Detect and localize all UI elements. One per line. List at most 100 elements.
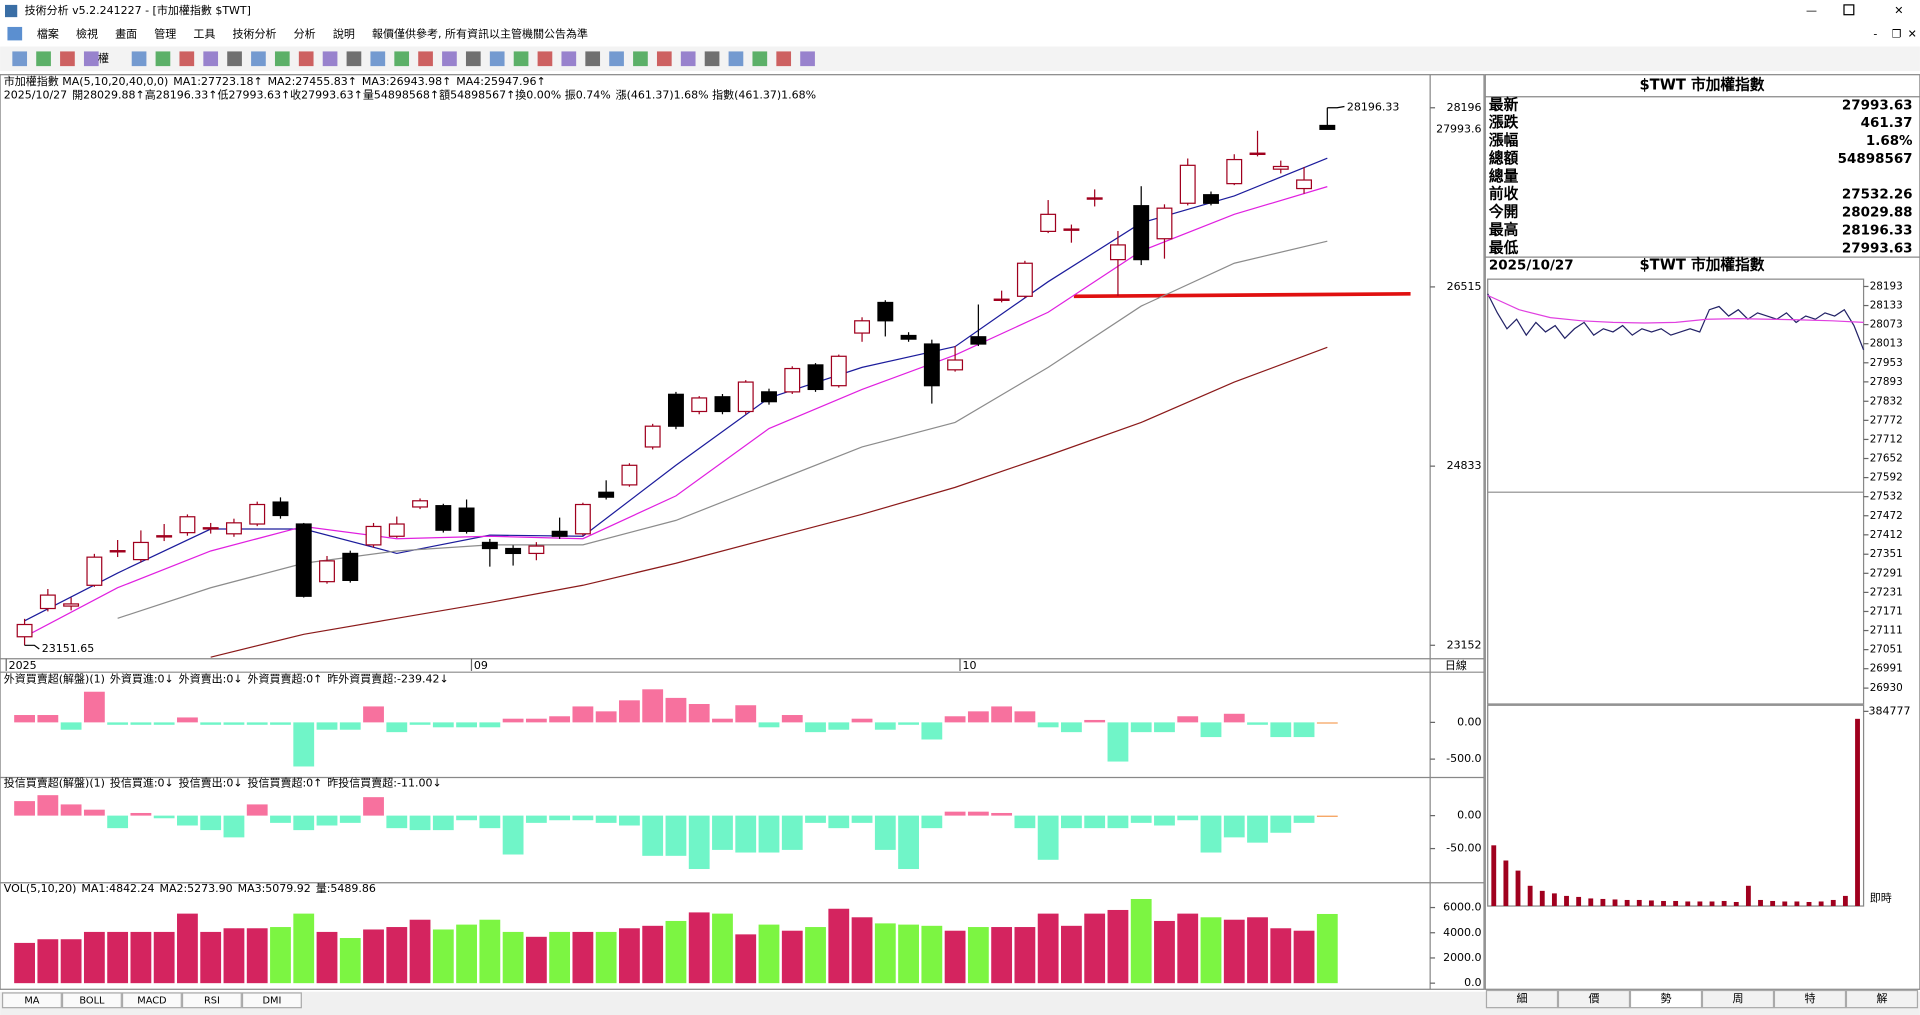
bar [642, 689, 664, 723]
tool-button[interactable] [251, 51, 266, 67]
menu-item[interactable]: 工具 [193, 27, 215, 40]
drawn-line[interactable] [1073, 292, 1411, 299]
doc-minimize[interactable]: - [1873, 27, 1877, 40]
window-title: 技術分析 v5.2.241227 - [市加權指數 $TWT] [25, 3, 251, 17]
candle-body [435, 505, 452, 531]
bar [409, 722, 431, 725]
bar [1661, 900, 1666, 907]
tool-button[interactable] [227, 51, 242, 67]
bar [665, 697, 687, 723]
candle-body [1109, 244, 1126, 261]
bar [386, 722, 408, 733]
toolbar-label[interactable]: 權 [98, 52, 109, 65]
menu-item[interactable]: 分析 [294, 26, 316, 40]
tool-button[interactable] [83, 51, 99, 67]
side-tab[interactable] [1773, 989, 1847, 1009]
tool-button[interactable] [60, 51, 75, 67]
tool-button[interactable] [680, 51, 696, 67]
bar [874, 923, 896, 984]
y-tick-label: 27171 [1870, 605, 1903, 617]
tab[interactable] [61, 992, 122, 1009]
menu-item[interactable]: 檔案 [37, 26, 59, 40]
bar [712, 718, 733, 723]
candle-body [1203, 194, 1219, 204]
tool-button[interactable] [203, 51, 219, 67]
side-tab-label: 細 [1516, 992, 1527, 1005]
side-tab[interactable] [1629, 989, 1703, 1009]
tab[interactable] [241, 992, 302, 1009]
tool-button[interactable] [36, 51, 51, 67]
tab[interactable] [121, 992, 182, 1009]
y-tick-label: 2000.0 [1443, 951, 1482, 964]
quote-value: 28196.33 [1842, 223, 1913, 238]
tool-button[interactable] [131, 51, 147, 67]
close[interactable]: ✕ [1894, 4, 1903, 17]
tool-button[interactable] [12, 51, 28, 67]
bar [1177, 913, 1199, 984]
bar [1130, 722, 1152, 733]
tab-label: BOLL [79, 995, 105, 1006]
menu-item[interactable]: 畫面 [115, 26, 137, 40]
tool-button[interactable] [370, 51, 386, 67]
tool-button[interactable] [776, 51, 792, 67]
tool-button[interactable] [322, 51, 338, 67]
bar [688, 815, 710, 870]
tool-button[interactable] [633, 51, 648, 67]
maximize[interactable] [1843, 4, 1855, 16]
candle-body [1226, 158, 1243, 185]
side-tab[interactable] [1701, 989, 1775, 1009]
tool-button[interactable] [274, 51, 290, 67]
tool-button[interactable] [704, 51, 720, 67]
tool-button[interactable] [585, 51, 601, 67]
y-tick-label: 27592 [1870, 472, 1903, 484]
menu-item[interactable]: 管理 [154, 26, 176, 40]
bar [1600, 898, 1606, 907]
bar [246, 804, 268, 816]
tool-button[interactable] [346, 51, 362, 67]
candle-body [295, 523, 312, 597]
doc-close[interactable]: ✕ [1908, 27, 1917, 40]
tool-button[interactable] [561, 51, 577, 67]
tool-button[interactable] [298, 51, 314, 67]
side-tab[interactable] [1845, 989, 1919, 1009]
header-text: 投信買賣超(解盤)(1) [4, 776, 105, 790]
tool-button[interactable] [489, 51, 505, 67]
candle-body [598, 491, 615, 498]
y-tick-label: 27712 [1870, 433, 1903, 445]
candle-body [16, 623, 33, 638]
tab[interactable] [1, 992, 62, 1009]
tool-button[interactable] [179, 51, 195, 67]
side-tab[interactable] [1557, 989, 1631, 1009]
candle-body [132, 541, 149, 561]
tool-button[interactable] [394, 51, 410, 67]
bar [14, 942, 35, 984]
tab[interactable] [181, 992, 242, 1009]
menu-item[interactable]: 報價僅供參考, 所有資訊以主管機關公告為準 [372, 26, 588, 40]
tool-button[interactable] [537, 51, 553, 67]
tool-button[interactable] [418, 51, 433, 67]
tool-button[interactable] [442, 51, 457, 67]
candle-body [249, 503, 266, 525]
bar [246, 722, 268, 725]
menu-item[interactable]: 說明 [333, 26, 355, 40]
tool-button[interactable] [465, 51, 481, 67]
side-tab-label: 價 [1588, 991, 1599, 1005]
side-frame [1484, 74, 1920, 990]
menu-item[interactable]: 技術分析 [233, 26, 277, 40]
menu-item[interactable]: 檢視 [76, 26, 98, 40]
tool-button[interactable] [656, 51, 672, 67]
tool-button[interactable] [752, 51, 768, 67]
tool-button[interactable] [728, 51, 744, 67]
tool-button[interactable] [609, 51, 624, 67]
tool-button[interactable] [800, 51, 815, 67]
doc-restore[interactable]: ❐ [1892, 27, 1902, 40]
y-tick-label: 27111 [1870, 625, 1903, 637]
tool-button[interactable] [513, 51, 529, 67]
minimize[interactable]: — [1806, 4, 1817, 17]
bar [921, 722, 943, 740]
side-tab[interactable] [1485, 989, 1559, 1009]
bar [502, 815, 524, 855]
header-text: MA3:26943.98↑ [362, 75, 451, 88]
bar [712, 913, 733, 984]
tool-button[interactable] [155, 51, 171, 67]
